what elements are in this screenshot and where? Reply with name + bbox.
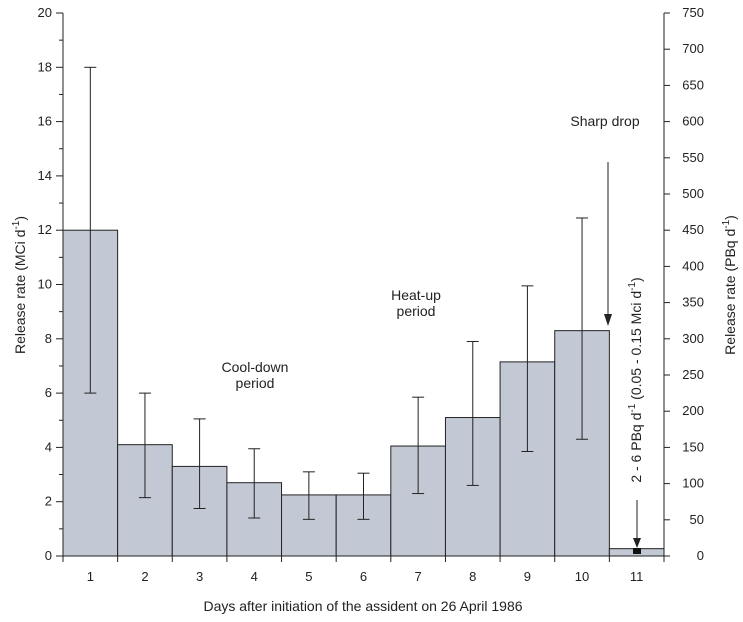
y2-tick-label: 300 (682, 331, 704, 346)
y2-tick-label: 250 (682, 367, 704, 382)
y-tick-label: 4 (45, 439, 52, 454)
sharp-drop-arrow (604, 162, 612, 326)
y2-tick-label: 150 (682, 439, 704, 454)
annotation-sharp-drop: Sharp drop (570, 113, 639, 129)
y2-tick-label: 0 (697, 548, 704, 563)
x-tick-label: 9 (524, 569, 531, 584)
error-bar-day-7 (412, 396, 425, 495)
error-bar-day-1 (84, 66, 97, 394)
y2-tick-label: 400 (682, 258, 704, 273)
y-tick-label: 0 (45, 548, 52, 563)
ticks-layer: 0246810121416182005010015020025030035040… (38, 5, 704, 584)
x-tick-label: 2 (141, 569, 148, 584)
x-tick-label: 6 (360, 569, 367, 584)
y-tick-label: 6 (45, 385, 52, 400)
y-tick-label: 14 (38, 168, 52, 183)
y-tick-label: 10 (38, 277, 52, 292)
annotation-cooldown-line2: period (236, 375, 275, 391)
y2-tick-label: 600 (682, 114, 704, 129)
annotation-heatup-line2: period (397, 303, 436, 319)
y2-tick-label: 200 (682, 403, 704, 418)
y-tick-label: 16 (38, 114, 52, 129)
y-tick-label: 2 (45, 494, 52, 509)
y2-tick-label: 750 (682, 5, 704, 20)
error-bar-day-2 (138, 392, 151, 499)
x-tick-label: 4 (251, 569, 258, 584)
x-tick-label: 10 (575, 569, 589, 584)
y-axis-title: Release rate (MCi d-1) (11, 216, 28, 354)
day11-arrow (633, 500, 641, 554)
y2-tick-label: 100 (682, 476, 704, 491)
y2-tick-label: 350 (682, 295, 704, 310)
y-tick-label: 8 (45, 331, 52, 346)
error-bar-day-8 (466, 341, 479, 486)
y2-tick-label: 450 (682, 222, 704, 237)
annotation-vertical-note: 2 - 6 PBq d-1 (0.05 - 0.15 Mci d-1) (627, 277, 644, 482)
y2-axis-title: Release rate (PBq d-1) (721, 215, 738, 355)
y2-tick-label: 50 (690, 512, 704, 527)
error-bar-day-4 (248, 448, 261, 519)
x-tick-label: 5 (305, 569, 312, 584)
y2-tick-label: 700 (682, 41, 704, 56)
annotation-heatup-line1: Heat-up (391, 287, 441, 303)
error-bar-day-3 (193, 418, 206, 509)
x-tick-label: 8 (469, 569, 476, 584)
y-tick-label: 18 (38, 59, 52, 74)
error-bar-day-10 (576, 217, 589, 440)
x-tick-label: 11 (630, 569, 644, 584)
y-tick-label: 20 (38, 5, 52, 20)
error-bars-layer (84, 66, 589, 520)
error-bar-day-9 (521, 285, 534, 452)
error-bar-day-5 (302, 471, 315, 520)
y2-tick-label: 650 (682, 77, 704, 92)
x-tick-label: 3 (196, 569, 203, 584)
y-tick-label: 12 (38, 222, 52, 237)
x-axis-title: Days after initiation of the assident on… (203, 598, 522, 614)
annotation-cooldown-line1: Cool-down (222, 359, 289, 375)
x-tick-label: 1 (87, 569, 94, 584)
y2-tick-label: 550 (682, 150, 704, 165)
error-bar-day-6 (357, 472, 370, 520)
y2-tick-label: 500 (682, 186, 704, 201)
x-tick-label: 7 (415, 569, 422, 584)
